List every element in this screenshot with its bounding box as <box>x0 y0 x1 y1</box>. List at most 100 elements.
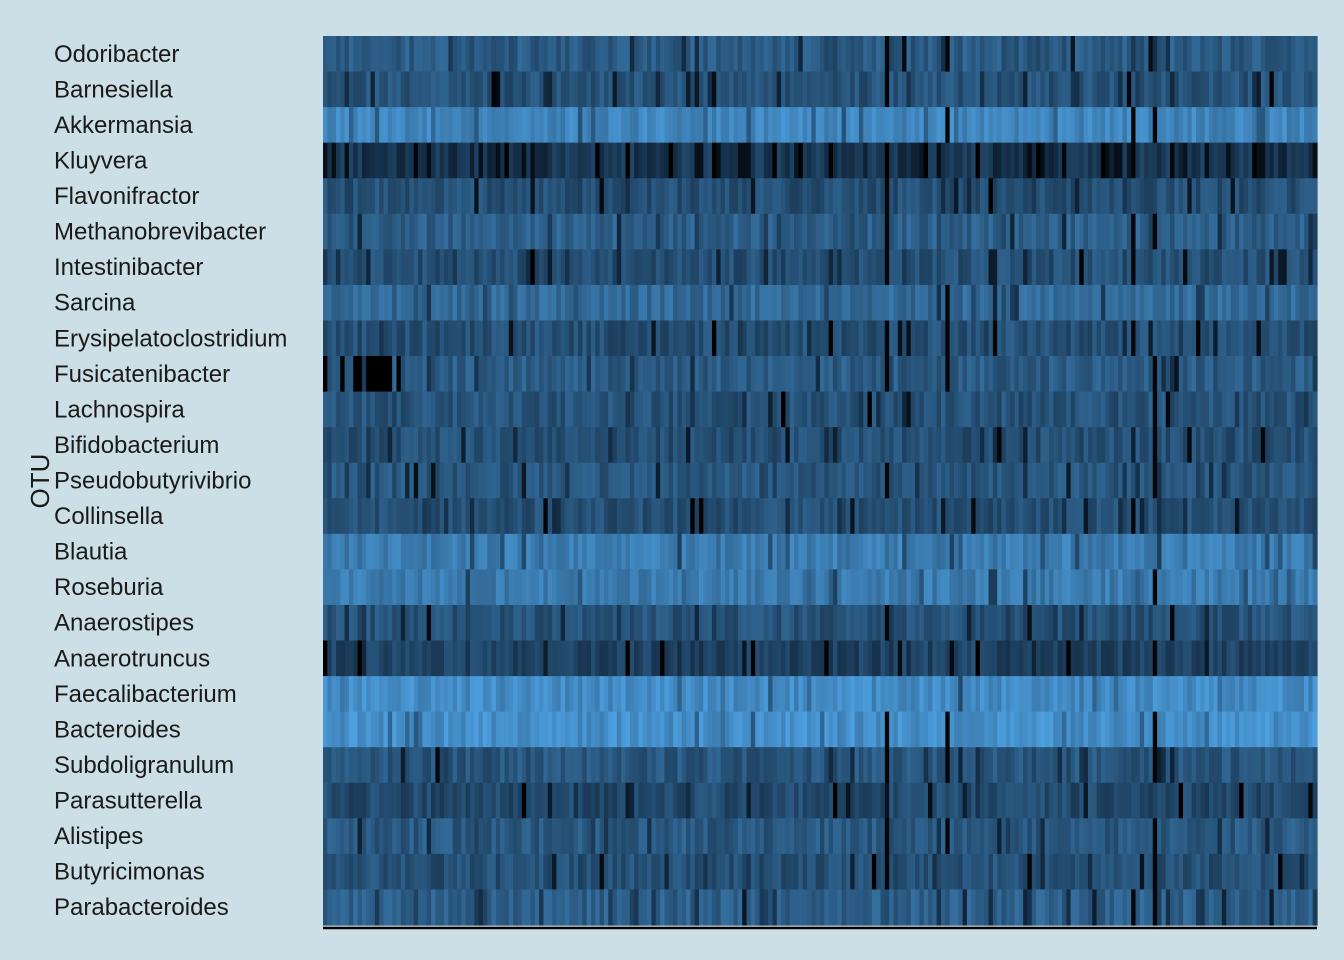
heatmap-cell <box>422 284 428 322</box>
y-tick-label: Faecalibacterium <box>54 681 237 708</box>
heatmap-cell <box>444 391 449 428</box>
heatmap-cell <box>1074 178 1080 215</box>
heatmap-cell <box>750 533 756 570</box>
heatmap-cell <box>716 107 722 144</box>
heatmap-cell <box>1070 604 1076 642</box>
heatmap-cell <box>1157 107 1163 144</box>
heatmap-cell <box>599 604 605 642</box>
heatmap-cell <box>1092 178 1098 215</box>
heatmap-cell <box>1096 71 1102 108</box>
heatmap-cell <box>1040 71 1046 108</box>
heatmap-cell <box>746 782 752 819</box>
heatmap-cell <box>871 462 877 499</box>
heatmap-cell <box>374 676 380 713</box>
heatmap-cell <box>1113 249 1119 286</box>
heatmap-cell <box>876 569 882 606</box>
heatmap-cell <box>889 178 895 215</box>
heatmap-cell <box>794 356 799 393</box>
heatmap-cell <box>1126 107 1132 144</box>
heatmap-cell <box>456 249 462 286</box>
heatmap-cell <box>850 498 856 535</box>
heatmap-cell <box>1118 391 1124 428</box>
heatmap-cell <box>928 747 933 784</box>
heatmap-cell <box>746 107 752 144</box>
heatmap-cell <box>1282 178 1288 215</box>
heatmap-cell <box>366 604 372 642</box>
heatmap-cell <box>889 747 895 784</box>
heatmap-cell <box>1174 249 1180 286</box>
heatmap-cell <box>807 356 812 393</box>
heatmap-cell <box>720 356 726 393</box>
heatmap-cell <box>478 142 484 179</box>
heatmap-cell <box>323 676 328 713</box>
heatmap-cell <box>928 782 933 819</box>
heatmap-cell <box>759 711 765 748</box>
heatmap-cell <box>1195 391 1201 428</box>
heatmap-cell <box>478 107 484 144</box>
heatmap-cell <box>344 427 350 464</box>
heatmap-cell <box>772 676 778 713</box>
heatmap-cell <box>971 391 977 428</box>
heatmap-cell <box>521 249 527 286</box>
heatmap-cell <box>789 604 795 642</box>
heatmap-cell <box>949 178 955 215</box>
heatmap-cell <box>431 498 436 535</box>
heatmap-cell <box>500 71 506 108</box>
heatmap-cell <box>638 356 644 393</box>
heatmap-cell <box>850 249 856 286</box>
heatmap-cell <box>979 462 985 499</box>
heatmap-cell <box>690 498 696 535</box>
heatmap-cell <box>400 107 406 144</box>
heatmap-cell <box>932 284 938 322</box>
heatmap-cell <box>1018 284 1024 322</box>
heatmap-cell <box>729 178 735 215</box>
heatmap-cell <box>638 391 644 428</box>
heatmap-cell <box>681 356 687 393</box>
heatmap-cell <box>992 640 998 677</box>
heatmap-cell <box>552 569 557 606</box>
heatmap-cell <box>448 711 454 748</box>
heatmap-cell <box>1113 498 1119 535</box>
heatmap-cell <box>1183 213 1188 250</box>
heatmap-cell <box>915 213 920 250</box>
heatmap-cell <box>534 640 540 677</box>
heatmap-cell <box>686 782 691 819</box>
heatmap-cell <box>1200 747 1206 784</box>
heatmap-cell <box>928 569 933 606</box>
heatmap-cell <box>448 569 454 606</box>
heatmap-cell <box>1036 391 1042 428</box>
heatmap-cell <box>482 676 488 713</box>
heatmap-cell <box>979 711 985 748</box>
heatmap-cell <box>1053 107 1059 144</box>
heatmap-cell <box>461 747 467 784</box>
heatmap-cell <box>357 604 363 642</box>
heatmap-cell <box>1040 498 1046 535</box>
heatmap-cell <box>824 640 830 677</box>
heatmap-cell <box>1269 36 1275 73</box>
heatmap-cell <box>772 533 778 570</box>
heatmap-cell <box>539 747 545 784</box>
heatmap-cell <box>1299 36 1305 73</box>
heatmap-cell <box>569 569 575 606</box>
heatmap-cell <box>798 604 804 642</box>
heatmap-cell <box>560 640 566 677</box>
heatmap-cell <box>586 533 592 570</box>
heatmap-cell <box>902 71 908 108</box>
heatmap-cell <box>902 391 908 428</box>
heatmap-cell <box>1278 213 1284 250</box>
heatmap-cell <box>565 178 570 215</box>
heatmap-cell <box>1304 569 1309 606</box>
heatmap-cell <box>668 533 674 570</box>
heatmap-cell <box>1165 462 1171 499</box>
heatmap-cell <box>755 107 761 144</box>
heatmap-cell <box>642 213 648 250</box>
heatmap-cell <box>469 782 475 819</box>
heatmap-cell <box>677 427 683 464</box>
heatmap-cell <box>962 427 968 464</box>
heatmap-cell <box>474 356 480 393</box>
heatmap-cell <box>353 107 359 144</box>
heatmap-cell <box>435 427 441 464</box>
heatmap-cell <box>1049 320 1054 357</box>
heatmap-cell <box>1178 36 1184 73</box>
heatmap-cell <box>988 142 994 179</box>
